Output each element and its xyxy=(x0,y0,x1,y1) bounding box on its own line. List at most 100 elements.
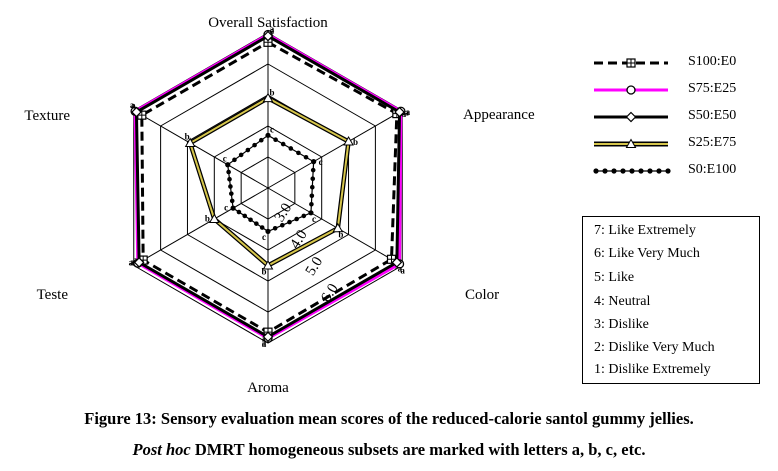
significance-letter: a xyxy=(130,257,135,267)
data-point xyxy=(391,257,403,268)
series-dot xyxy=(227,176,232,182)
legend-label: S25:E75 xyxy=(688,135,737,150)
legend-swatch xyxy=(594,111,668,123)
series-dot xyxy=(254,221,259,226)
legend-entry: S75:E25 xyxy=(588,79,764,101)
legend-swatch xyxy=(594,58,668,68)
scale-item: 2: Dislike Very Much xyxy=(594,340,715,355)
legend-marker xyxy=(626,85,636,95)
significance-letter: a xyxy=(270,24,275,34)
significance-letter: a xyxy=(129,258,134,268)
significance-letter: c xyxy=(319,157,323,167)
series-s25-e75: b b b b b b xyxy=(185,87,358,276)
series-dot xyxy=(294,216,299,222)
series-dot xyxy=(310,176,316,181)
series-dot xyxy=(228,184,233,189)
data-point xyxy=(308,210,314,216)
series-dot xyxy=(303,154,309,160)
data-point xyxy=(184,137,196,148)
data-point-cross xyxy=(387,255,396,264)
significance-letter: c xyxy=(312,214,316,224)
legend-marker xyxy=(626,58,636,68)
tick-label: 4.0 xyxy=(287,227,311,251)
series-dot xyxy=(229,198,235,204)
significance-letter: c xyxy=(224,203,228,213)
significance-letter: b xyxy=(262,266,267,276)
significance-letter: a xyxy=(262,338,267,348)
significance-letter: a xyxy=(131,101,136,111)
series-dot xyxy=(248,217,253,223)
legend-swatch xyxy=(593,168,671,174)
data-point xyxy=(262,92,274,103)
legend-dot xyxy=(629,168,635,174)
series-dot xyxy=(232,157,237,163)
legend-swatch xyxy=(594,85,668,95)
caption-line-2: DMRT homogeneous subsets are marked with… xyxy=(190,440,646,459)
legend-dot xyxy=(656,168,662,174)
radar-series: aaaaaaaaaaaaaaaaaabbbbbbcccccc xyxy=(129,24,411,349)
data-point xyxy=(394,106,405,118)
legend-dot xyxy=(602,168,608,174)
radar-grid xyxy=(133,32,403,344)
scale-item: 3: Dislike xyxy=(594,317,649,332)
legend-marker xyxy=(625,138,637,148)
legend-swatch xyxy=(594,138,668,148)
significance-letter: b xyxy=(185,132,190,142)
axis-label: Color xyxy=(465,287,499,303)
caption-italic: Post hoc xyxy=(132,440,191,459)
scale-item: 7: Like Extremely xyxy=(594,223,696,238)
scale-legend: 7: Like Extremely 6: Like Very Much 5: L… xyxy=(582,216,760,384)
axis-label: Overall Satisfaction xyxy=(208,15,328,31)
series-dot xyxy=(273,137,278,142)
caption-line-1: Figure 13: Sensory evaluation mean score… xyxy=(84,409,694,428)
significance-letter: a xyxy=(262,339,267,349)
significance-letter: c xyxy=(262,232,266,242)
axis-label: Aroma xyxy=(247,380,289,396)
data-point xyxy=(262,30,274,42)
data-point xyxy=(262,331,274,343)
legend-label: S75:E25 xyxy=(688,81,737,96)
series-dot xyxy=(288,146,294,151)
significance-letter: c xyxy=(223,153,227,163)
axis-label: Texture xyxy=(24,108,70,124)
legend-dot xyxy=(647,168,653,174)
legend-label: S0:E100 xyxy=(688,162,737,177)
series-dot xyxy=(309,201,314,207)
legend-dot xyxy=(665,168,671,174)
series-dot xyxy=(229,191,234,196)
series-dot xyxy=(226,169,231,175)
data-point xyxy=(262,259,274,270)
significance-letter: b xyxy=(353,137,358,147)
legend-entry: S0:E100 xyxy=(588,160,764,182)
series-dot xyxy=(242,213,248,219)
grid-spoke xyxy=(267,187,403,266)
legend-label: S50:E50 xyxy=(688,108,737,123)
data-point-cross xyxy=(137,111,146,120)
series-dot xyxy=(245,147,251,153)
legend-entry: S50:E50 xyxy=(588,106,764,128)
legend-dot xyxy=(638,168,644,174)
series-dot xyxy=(280,141,286,147)
significance-letter: a xyxy=(400,265,405,275)
significance-letter: a xyxy=(406,107,411,117)
data-point xyxy=(131,106,142,118)
legend-dot xyxy=(611,168,617,174)
series-s0-e100: c c c c c c xyxy=(223,125,323,243)
data-point xyxy=(265,132,271,138)
series-s50-e50: a a a a a a xyxy=(130,25,409,347)
data-point xyxy=(626,85,636,95)
series-dot xyxy=(258,137,264,143)
legend-dot xyxy=(593,168,599,174)
data-point xyxy=(625,138,637,148)
series-dot xyxy=(310,167,316,173)
series-dot xyxy=(301,213,307,219)
significance-letter: a xyxy=(404,108,409,118)
data-point xyxy=(311,159,317,165)
series-dot xyxy=(287,219,292,225)
legend-marker xyxy=(625,111,637,123)
data-point xyxy=(332,222,344,233)
series-dot xyxy=(280,222,285,228)
data-point xyxy=(343,135,354,146)
